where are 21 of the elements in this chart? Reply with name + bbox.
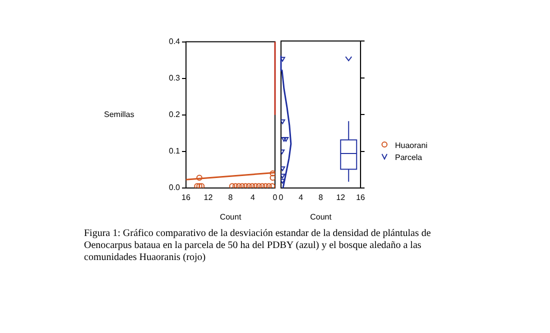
legend-label: Huaorani <box>395 140 428 150</box>
text: Figura 1: Gráfico comparativo de la desviación estandar de la densidad de plántulas de Oenocarpus bataua en la parcela de 50 ha del PDBY (azul) y el bosque aledaño a las comunidades Huaoranis (rojo) <box>84 228 432 264</box>
x-tick-label: 8 <box>228 193 234 202</box>
y-tick-label: 0.0 <box>168 183 181 192</box>
y-tick-label: 0.1 <box>168 146 181 156</box>
x-axis-title: Count <box>220 212 242 222</box>
x-tick-label: 4 <box>250 193 256 202</box>
y-tick-label: 0.4 <box>168 37 181 46</box>
x-tick-label: 8 <box>318 193 324 202</box>
x-tick-label: 0 <box>278 193 284 202</box>
y-tick-label: 0.2 <box>168 110 181 120</box>
y-tick-label: 0.3 <box>168 74 181 83</box>
x-axis-title: Count <box>310 212 332 222</box>
x-tick-label: 12 <box>336 193 346 202</box>
legend-label: Parcela <box>395 152 422 162</box>
x-tick-label: 16 <box>182 193 191 202</box>
x-tick-label: 16 <box>356 193 366 202</box>
x-tick-label: 12 <box>204 193 214 202</box>
x-tick-label: 0 <box>272 193 278 202</box>
y-axis-title: Semillas <box>104 110 134 120</box>
x-tick-label: 4 <box>298 193 304 202</box>
